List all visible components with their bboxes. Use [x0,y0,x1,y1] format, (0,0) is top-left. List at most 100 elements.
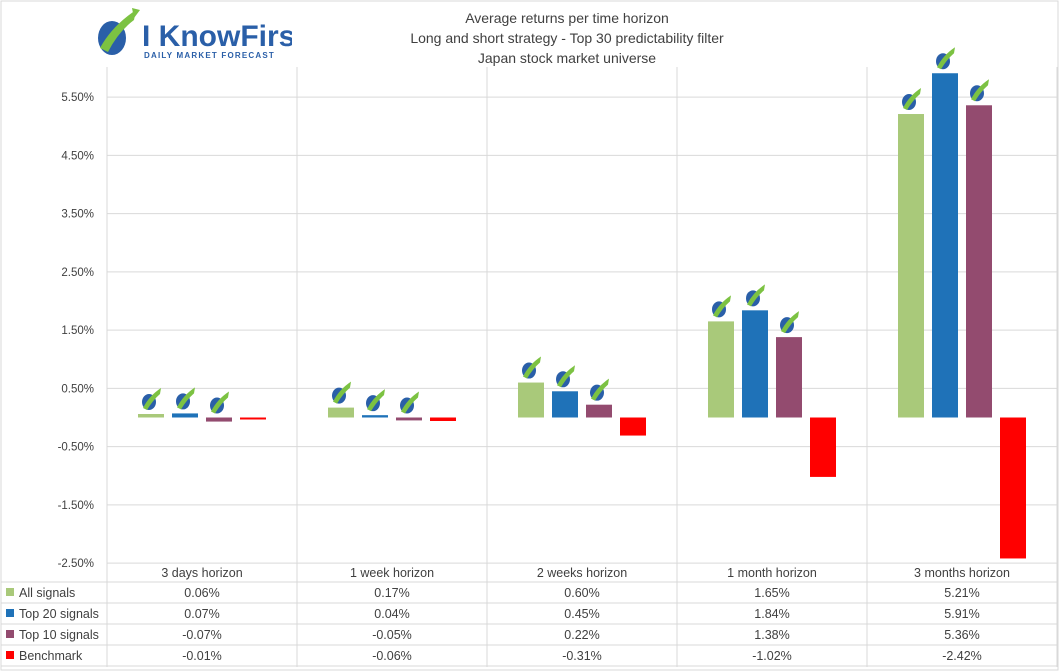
table-cell-value: 1.84% [754,607,789,621]
i-know-first-logo: I KnowFirst Daily Market Forecast [92,4,305,66]
y-tick-label: 5.50% [61,92,94,104]
mini-logo-arrow-icon [177,387,195,410]
table-cell-value: 0.17% [374,586,409,600]
bar-benchmark [1000,417,1026,559]
bar-top20 [932,73,958,418]
mini-logo-icon [746,284,765,307]
mini-logo-arrow-icon [971,79,989,102]
category-label: 1 week horizon [350,566,434,580]
mini-logo-icon [556,365,575,388]
mini-logo-arrow-icon [367,389,385,412]
y-tick-label: 0.50% [61,383,94,395]
table-cell-value: 5.21% [944,586,979,600]
table-cell-value: 0.06% [184,586,219,600]
y-tick-label: 4.50% [61,150,94,162]
y-tick-label: -1.50% [58,500,94,512]
mini-logo-icon [522,356,541,379]
mini-logo-icon [902,88,921,111]
mini-logo-icon [400,391,419,414]
mini-logo-arrow-icon [747,284,765,307]
bar-benchmark [620,417,646,436]
bar-top20 [742,310,768,418]
mini-logo-icon [332,381,351,404]
mini-logo-arrow-icon [523,356,541,379]
y-tick-label: 1.50% [61,325,94,337]
bar-benchmark [430,417,456,421]
bar-all_signals [708,321,734,418]
table-cell-value: -1.02% [752,649,792,663]
legend-series-name: All signals [19,586,75,600]
y-axis: 5.50% 4.50% 3.50% 2.50% 1.50% 0.50% -0.50% -1.5… [58,92,94,570]
bars [138,73,1026,559]
logo-arrow-icon [100,10,136,52]
table-cell-value: -2.42% [942,649,982,663]
mini-logo-icon [210,391,229,414]
y-tick-label: 3.50% [61,209,94,221]
table-cell-value: 0.45% [564,607,599,621]
logo-mark: I KnowFirst Daily Market Forecast [98,8,305,60]
mini-logo-arrow-icon [333,381,351,404]
bar-benchmark [810,417,836,477]
table-cell-value: 0.60% [564,586,599,600]
mini-logo-arrow-icon [143,388,161,411]
mini-logo-icon [176,387,195,410]
table-cell-value: 1.65% [754,586,789,600]
bar-logo-icons [142,47,989,414]
chart-title-line-3: Japan stock market universe [478,50,656,66]
chart-title-line-1: Average returns per time horizon [465,10,669,26]
mini-logo-arrow-icon [401,391,419,414]
category-label: 2 weeks horizon [537,566,627,580]
logo-arrowhead-icon [132,8,140,18]
logo-tagline-text: Daily Market Forecast [144,51,275,60]
y-tick-label: -0.50% [58,442,94,454]
category-label: 3 days horizon [161,566,242,580]
y-tick-label: -2.50% [58,558,94,570]
table-cell-value: -0.31% [562,649,602,663]
legend-series-name: Top 20 signals [19,607,99,621]
category-label: 1 month horizon [727,566,817,580]
chart-title-line-2: Long and short strategy - Top 30 predict… [410,30,724,46]
mini-logo-arrow-icon [781,311,799,334]
table-cell-value: -0.05% [372,628,412,642]
mini-logo-icon [366,389,385,412]
legend-key-all_signals [6,588,14,596]
bar-all_signals [328,407,354,418]
data-table: 3 days horizon 1 week horizon 2 weeks hori… [0,566,1057,667]
bar-top20 [362,415,388,418]
category-label: 3 months horizon [914,566,1010,580]
logo-brand-text: I KnowFirst [142,20,292,53]
table-cell-value: 5.36% [944,628,979,642]
bar-all_signals [518,382,544,418]
mini-logo-icon [936,47,955,70]
bar-top10 [966,105,992,418]
mini-logo-arrow-icon [211,391,229,414]
table-cell-value: 5.91% [944,607,979,621]
table-cell-value: 0.22% [564,628,599,642]
mini-logo-icon [970,79,989,102]
mini-logo-arrow-icon [591,378,609,401]
legend-key-benchmark [6,651,14,659]
mini-logo-arrow-icon [937,47,955,70]
legend-series-name: Top 10 signals [19,628,99,642]
legend-key-top20 [6,609,14,617]
table-cell-value: -0.01% [182,649,222,663]
chart-title: Average returns per time horizon Long an… [410,10,724,66]
bar-all_signals [898,114,924,418]
mini-logo-icon [590,378,609,401]
table-cell-value: -0.06% [372,649,412,663]
bar-all_signals [138,414,164,418]
table-cell-value: 0.04% [374,607,409,621]
bar-top10 [586,404,612,418]
mini-logo-icon [712,295,731,318]
table-cell-value: 1.38% [754,628,789,642]
mini-logo-icon [142,388,161,411]
bar-top10 [206,417,232,422]
mini-logo-icon [780,311,799,334]
table-cell-value: -0.07% [182,628,222,642]
bar-top10 [396,417,422,421]
mini-logo-arrow-icon [713,295,731,318]
mini-logo-arrow-icon [557,365,575,388]
table-cell-value: 0.07% [184,607,219,621]
bar-top10 [776,337,802,418]
